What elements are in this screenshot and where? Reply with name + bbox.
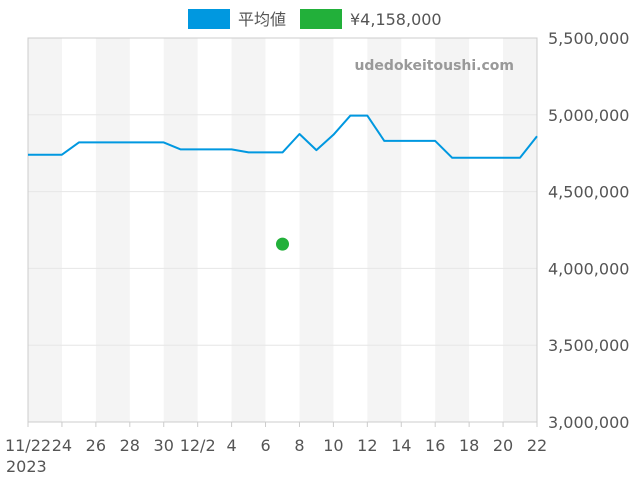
x-tick-label: 4: [227, 436, 237, 455]
background-band: [163, 38, 198, 422]
x-tick-label: 18: [459, 436, 479, 455]
x-tick-label: 10: [323, 436, 343, 455]
background-band: [95, 38, 130, 422]
background-band: [435, 38, 470, 422]
background-band: [299, 38, 334, 422]
legend-label: 平均値: [238, 10, 286, 29]
y-tick-label: 5,500,000: [548, 29, 629, 48]
legend-swatch: [188, 9, 230, 29]
background-bands: [28, 38, 537, 422]
y-tick-label: 4,500,000: [548, 183, 629, 202]
x-tick-label: 30: [154, 436, 174, 455]
x-tick-label: 8: [294, 436, 304, 455]
x-tick-label: 16: [425, 436, 445, 455]
x-tick-label: 6: [260, 436, 270, 455]
average-line: [28, 114, 538, 159]
x-tick-label: 24: [52, 436, 72, 455]
legend-swatch: [300, 9, 342, 29]
x-tick-label: 22: [527, 436, 547, 455]
legend[interactable]: 平均値 ¥4,158,000: [188, 9, 442, 29]
x-axis-ticks: 11/22 24 26 28 30 12/2 4 6 8 10 12 14 16 18 20 22: [5, 422, 547, 455]
watermark: udedokeitoushi.com: [354, 58, 514, 74]
x-tick-label: 12: [357, 436, 377, 455]
background-band: [231, 38, 266, 422]
series-layer: [28, 114, 538, 251]
x-tick-label: 12/2: [180, 436, 216, 455]
plot-frame: [27, 37, 538, 423]
y-tick-label: 3,000,000: [548, 413, 629, 432]
background-band: [503, 38, 537, 422]
legend-item[interactable]: ¥4,158,000: [300, 9, 442, 29]
x-tick-label: 28: [120, 436, 140, 455]
scatter-point[interactable]: [276, 237, 289, 251]
legend-label: ¥4,158,000: [350, 10, 442, 29]
x-tick-label: 11/22: [5, 436, 51, 455]
legend-item[interactable]: 平均値: [188, 9, 286, 29]
y-axis-ticks: 3,000,000 3,500,000 4,000,000 4,500,000 5,00…: [548, 29, 629, 432]
y-tick-label: 5,000,000: [548, 106, 629, 125]
background-band: [367, 38, 402, 422]
y-tick-label: 3,500,000: [548, 336, 629, 355]
x-tick-label: 14: [391, 436, 411, 455]
y-tick-label: 4,000,000: [548, 259, 629, 278]
x-tick-label: 26: [86, 436, 106, 455]
background-band: [28, 38, 62, 422]
x-year-label: 2023: [6, 457, 47, 476]
x-tick-label: 20: [493, 436, 513, 455]
